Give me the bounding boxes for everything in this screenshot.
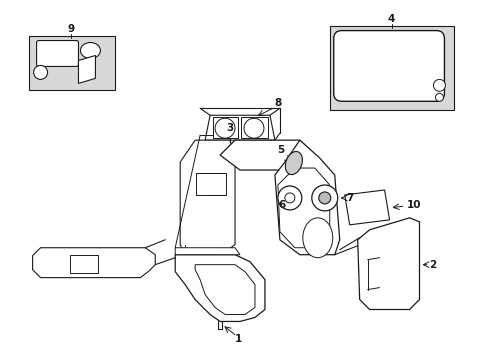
Text: 6: 6 bbox=[278, 200, 285, 210]
Ellipse shape bbox=[302, 218, 332, 258]
FancyBboxPatch shape bbox=[37, 41, 78, 67]
Polygon shape bbox=[213, 117, 238, 138]
Ellipse shape bbox=[285, 193, 294, 203]
Text: 2: 2 bbox=[428, 260, 436, 270]
Polygon shape bbox=[78, 55, 95, 84]
Bar bbox=[329, 26, 453, 110]
Ellipse shape bbox=[311, 185, 337, 211]
Polygon shape bbox=[277, 168, 329, 248]
Text: 1: 1 bbox=[234, 334, 241, 345]
Polygon shape bbox=[195, 265, 254, 315]
Ellipse shape bbox=[215, 118, 235, 138]
Polygon shape bbox=[220, 140, 319, 170]
FancyBboxPatch shape bbox=[333, 31, 444, 101]
Ellipse shape bbox=[318, 192, 330, 204]
Polygon shape bbox=[33, 248, 155, 278]
Text: 8: 8 bbox=[274, 98, 281, 108]
Bar bbox=[70, 255, 98, 273]
Polygon shape bbox=[175, 255, 264, 321]
Polygon shape bbox=[180, 140, 235, 255]
Ellipse shape bbox=[81, 42, 100, 58]
Ellipse shape bbox=[432, 80, 445, 91]
Polygon shape bbox=[357, 218, 419, 310]
Ellipse shape bbox=[435, 93, 443, 101]
Polygon shape bbox=[274, 140, 339, 255]
Bar bbox=[29, 36, 115, 90]
Ellipse shape bbox=[277, 186, 301, 210]
Text: 3: 3 bbox=[226, 123, 233, 133]
Text: 10: 10 bbox=[406, 200, 420, 210]
Text: 5: 5 bbox=[276, 145, 284, 155]
Polygon shape bbox=[175, 248, 240, 255]
Text: 9: 9 bbox=[68, 24, 75, 33]
Text: 4: 4 bbox=[387, 14, 394, 24]
Polygon shape bbox=[344, 190, 389, 225]
Text: 7: 7 bbox=[346, 193, 353, 203]
Polygon shape bbox=[241, 117, 267, 138]
Polygon shape bbox=[204, 115, 274, 140]
Ellipse shape bbox=[285, 152, 302, 175]
Ellipse shape bbox=[244, 118, 264, 138]
Ellipse shape bbox=[34, 66, 47, 80]
Bar bbox=[196, 173, 225, 195]
